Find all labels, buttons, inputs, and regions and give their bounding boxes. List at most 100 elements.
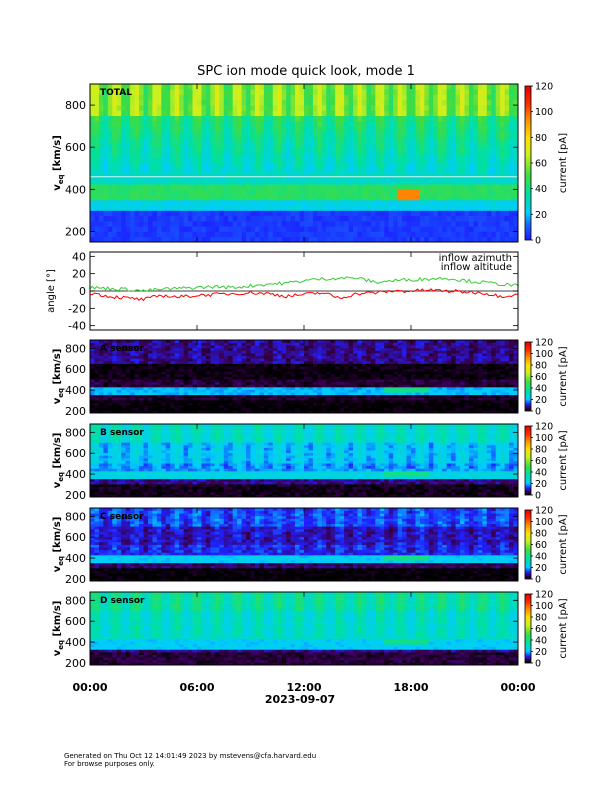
a_sensor-cell: [134, 371, 140, 375]
total-cell: [411, 226, 416, 232]
a_sensor-cell: [304, 386, 309, 390]
total-cell: [143, 220, 149, 227]
total-cell: [112, 194, 118, 201]
a_sensor-cell: [237, 355, 242, 359]
a_sensor-cell: [237, 402, 242, 406]
a_sensor-cell: [90, 384, 95, 388]
a_sensor-cell: [397, 402, 403, 406]
total-cell: [286, 131, 292, 138]
a_sensor-cell: [250, 394, 256, 398]
total-cell: [326, 147, 332, 153]
total-cell: [460, 168, 465, 174]
a_sensor-cell: [402, 342, 407, 346]
a_sensor-cell: [94, 373, 100, 377]
total-cell: [116, 147, 122, 153]
a_sensor-cell: [116, 399, 122, 403]
total-cell: [393, 126, 399, 132]
a_sensor-cell: [134, 358, 140, 362]
total-cell: [263, 194, 269, 201]
total-cell: [170, 99, 176, 106]
total-cell: [393, 205, 399, 211]
total-cell: [317, 94, 323, 101]
a_sensor-cell: [259, 381, 265, 385]
a_sensor-cell: [277, 384, 283, 388]
a_sensor-cell: [375, 410, 381, 414]
a_sensor-cell: [241, 350, 247, 354]
total-cell: [419, 99, 425, 106]
a_sensor-cell: [223, 376, 229, 380]
total-cell: [161, 194, 167, 201]
total-cell: [299, 168, 305, 174]
total-cell: [411, 141, 416, 148]
total-cell: [500, 178, 506, 185]
total-cell: [442, 205, 448, 211]
total-cell: [460, 94, 465, 101]
total-cell: [330, 84, 336, 90]
total-cell: [312, 210, 318, 217]
total-cell: [312, 110, 318, 116]
total-cell: [321, 105, 327, 111]
total-cell: [254, 131, 260, 138]
a_sensor-cell: [308, 389, 314, 393]
total-cell: [317, 178, 323, 185]
total-cell: [268, 205, 274, 211]
a_sensor-cell: [250, 397, 256, 401]
total-cell: [241, 84, 247, 90]
total-cell: [174, 157, 180, 164]
total-cell: [192, 236, 198, 243]
total-cell: [451, 178, 456, 185]
total-cell: [433, 152, 439, 159]
total-cell: [509, 220, 514, 227]
total-cell: [134, 105, 140, 111]
a_sensor-cell: [165, 386, 171, 390]
a_sensor-cell: [402, 368, 407, 372]
total-cell: [348, 120, 354, 127]
a_sensor-cell: [107, 392, 113, 396]
a_sensor-cell: [388, 355, 394, 359]
total-cell: [424, 126, 430, 132]
a_sensor-cell: [90, 386, 95, 390]
total-cell: [232, 210, 238, 217]
total-cell: [460, 136, 465, 143]
a_sensor-cell: [259, 366, 265, 370]
total-cell: [188, 157, 193, 164]
a_sensor-cell: [281, 358, 287, 362]
a_sensor-cell: [321, 353, 327, 357]
total-cell: [246, 178, 251, 185]
a_sensor-cell: [214, 371, 220, 375]
total-cell: [468, 120, 474, 127]
total-cell: [491, 99, 497, 106]
total-cell: [433, 157, 439, 164]
total-cell: [139, 136, 144, 143]
total-cell: [134, 94, 140, 101]
total-cell: [339, 163, 345, 169]
a_sensor-cell: [295, 371, 300, 375]
total-cell: [393, 163, 399, 169]
total-cell: [277, 199, 283, 206]
total-cell: [183, 210, 189, 217]
a_sensor-cell: [223, 363, 229, 367]
a_sensor-cell: [406, 389, 412, 393]
total-cell: [415, 194, 421, 201]
a_sensor-cell: [312, 345, 318, 349]
total-cell: [192, 210, 198, 217]
total-cell: [375, 105, 381, 111]
total-cell: [246, 115, 251, 122]
total-cell: [500, 84, 506, 90]
total-cell: [165, 157, 171, 164]
total-cell: [179, 168, 185, 174]
total-cell: [321, 168, 327, 174]
a_sensor-cell: [116, 394, 122, 398]
total-cell: [259, 147, 265, 153]
total-cell: [353, 163, 358, 169]
total-cell: [330, 178, 336, 185]
total-cell: [357, 115, 363, 122]
a_sensor-cell: [90, 410, 95, 414]
a_sensor-cell: [156, 347, 162, 351]
a_sensor-cell: [254, 347, 260, 351]
a_sensor-cell: [321, 368, 327, 372]
total-cell: [179, 189, 185, 195]
total-cell: [375, 226, 381, 232]
total-cell: [317, 152, 323, 159]
a_sensor-cell: [295, 397, 300, 401]
